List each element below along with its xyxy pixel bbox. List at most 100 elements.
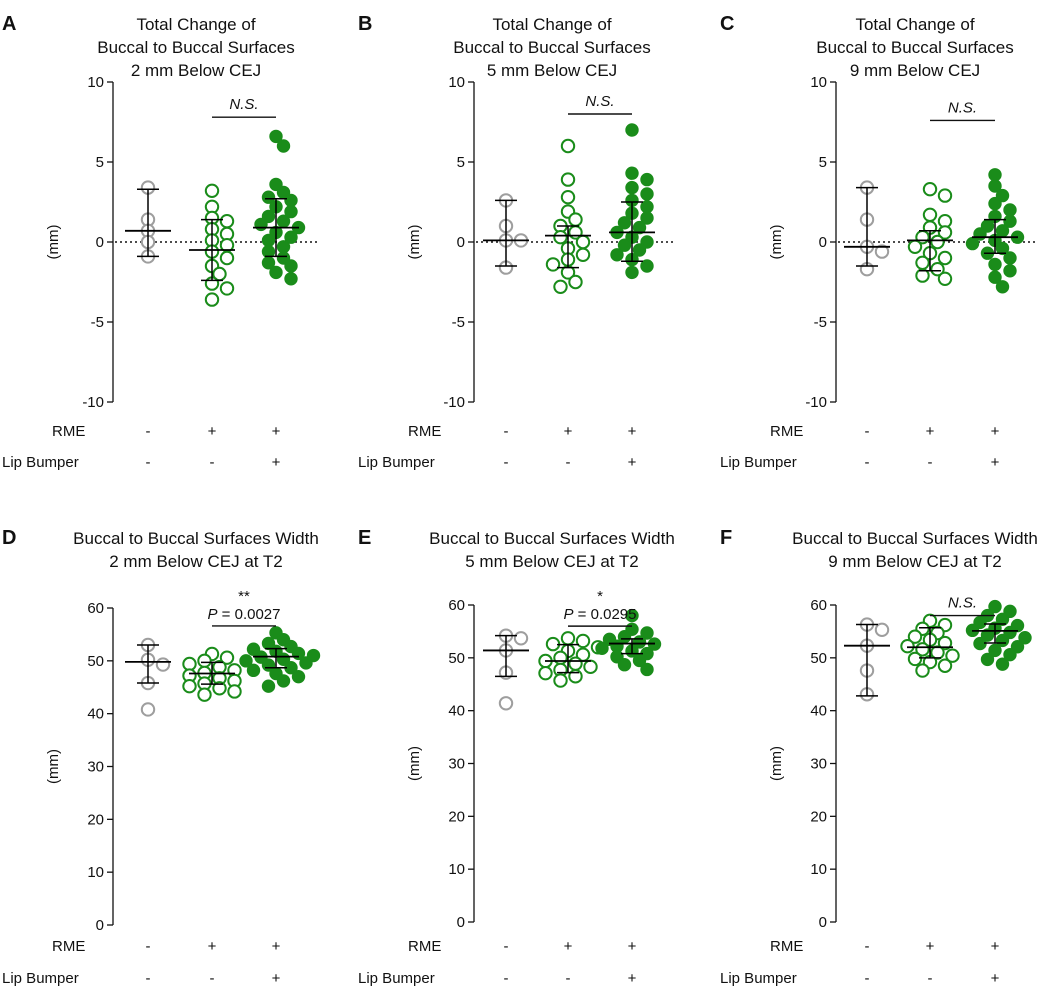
- chart-title-line: Buccal to Buccal Surfaces: [816, 38, 1013, 57]
- group-filled-green: [595, 608, 662, 677]
- data-point: [182, 656, 197, 672]
- data-point: [1003, 647, 1017, 662]
- y-tick-label: 10: [87, 74, 104, 91]
- significance-label: N.S.: [585, 93, 614, 110]
- data-point: [930, 645, 945, 660]
- panel-b: B Total Change of Buccal to Buccal Surface…: [358, 13, 674, 471]
- rme-marker: +: [628, 423, 637, 440]
- lip-bumper-marker: -: [210, 970, 215, 987]
- y-tick-label: 40: [810, 703, 827, 720]
- data-point: [625, 123, 639, 137]
- data-point: [204, 292, 220, 307]
- lip-bumper-marker: +: [272, 454, 281, 471]
- significance-label: N.S.: [948, 99, 977, 116]
- panel-a: A Total Change of Buccal to Buccal Surface…: [2, 13, 318, 471]
- lip-bumper-row-label: Lip Bumper: [2, 454, 79, 471]
- significance-label: N.S.: [229, 96, 258, 113]
- data-point: [988, 599, 1002, 614]
- lip-bumper-marker: -: [566, 970, 571, 987]
- data-point: [1003, 264, 1017, 278]
- y-tick-label: 20: [87, 811, 104, 828]
- group-filled-green: [253, 129, 306, 286]
- rme-row-label: RME: [408, 938, 441, 955]
- data-point: [568, 656, 583, 671]
- group-filled-green: [965, 168, 1025, 294]
- y-tick-label: 0: [457, 914, 465, 931]
- data-point: [937, 188, 953, 203]
- group-open-gray: [844, 617, 890, 702]
- data-point: [640, 259, 654, 273]
- chart-title-line: Buccal to Buccal Surfaces Width: [429, 529, 675, 548]
- data-point: [922, 207, 938, 223]
- data-point: [583, 659, 598, 675]
- group-open-gray: [125, 637, 171, 717]
- data-point: [988, 270, 1002, 284]
- chart-title-line: Buccal to Buccal Surfaces: [453, 38, 650, 57]
- y-axis-label: (mm): [406, 225, 423, 260]
- panel-d: D Buccal to Buccal Surfaces Width 2 mm Bel…: [2, 527, 321, 987]
- data-point: [575, 247, 591, 263]
- chart-title-line: 2 mm Below CEJ at T2: [109, 552, 283, 571]
- lip-bumper-marker: +: [991, 970, 1000, 987]
- data-point: [1003, 214, 1017, 228]
- y-tick-label: 5: [819, 154, 827, 171]
- lip-bumper-marker: -: [210, 454, 215, 471]
- lip-bumper-marker: -: [928, 970, 933, 987]
- data-point: [995, 657, 1010, 671]
- rme-marker: +: [628, 938, 637, 955]
- lip-bumper-marker: -: [146, 454, 151, 471]
- chart-title-line: 9 mm Below CEJ at T2: [828, 552, 1002, 571]
- data-point: [980, 652, 995, 667]
- data-point: [640, 211, 654, 225]
- rme-marker: -: [504, 938, 509, 955]
- group-open-green: [182, 646, 242, 702]
- y-tick-label: 0: [819, 914, 827, 931]
- data-point: [239, 654, 253, 668]
- y-tick-label: -5: [91, 314, 104, 331]
- data-point: [284, 193, 298, 208]
- rme-marker: -: [865, 938, 870, 955]
- data-point: [915, 663, 930, 678]
- chart-title-line: 5 mm Below CEJ at T2: [465, 552, 639, 571]
- p-value: = 0.0295: [574, 606, 637, 623]
- lip-bumper-row-label: Lip Bumper: [720, 454, 797, 471]
- data-point: [284, 204, 298, 219]
- lip-bumper-marker: -: [865, 454, 870, 471]
- group-filled-green: [239, 626, 321, 693]
- data-point: [575, 633, 591, 649]
- y-tick-label: 10: [448, 74, 465, 91]
- data-point: [915, 268, 930, 283]
- panel-letter: A: [2, 13, 16, 35]
- y-tick-label: 5: [457, 154, 465, 171]
- panel-letter: F: [720, 527, 732, 549]
- data-point: [269, 129, 283, 144]
- rme-marker: +: [208, 423, 217, 440]
- data-point: [625, 166, 639, 180]
- lip-bumper-marker: +: [628, 970, 637, 987]
- data-point: [632, 243, 647, 257]
- y-tick-label: 0: [457, 234, 465, 251]
- y-tick-label: 30: [448, 756, 465, 773]
- data-point: [261, 233, 276, 248]
- data-point: [254, 217, 268, 232]
- y-axis-label: (mm): [768, 746, 785, 781]
- data-point: [907, 629, 923, 644]
- rme-marker: +: [272, 423, 281, 440]
- y-tick-label: 10: [448, 861, 465, 878]
- data-point: [291, 669, 306, 684]
- data-point: [937, 271, 953, 286]
- y-axis-label: (mm): [45, 225, 62, 260]
- chart-title-line: 9 mm Below CEJ: [850, 61, 980, 80]
- data-point: [907, 239, 923, 255]
- data-point: [498, 696, 514, 711]
- p-symbol: P: [208, 606, 218, 623]
- chart-title-line: Buccal to Buccal Surfaces Width: [73, 529, 319, 548]
- y-tick-label: 50: [448, 650, 465, 667]
- data-point: [900, 639, 915, 654]
- y-tick-label: -5: [452, 314, 465, 331]
- rme-marker: -: [504, 423, 509, 440]
- data-point: [299, 656, 313, 670]
- data-point: [980, 628, 995, 642]
- rme-row-label: RME: [52, 938, 85, 955]
- group-filled-green: [609, 123, 655, 280]
